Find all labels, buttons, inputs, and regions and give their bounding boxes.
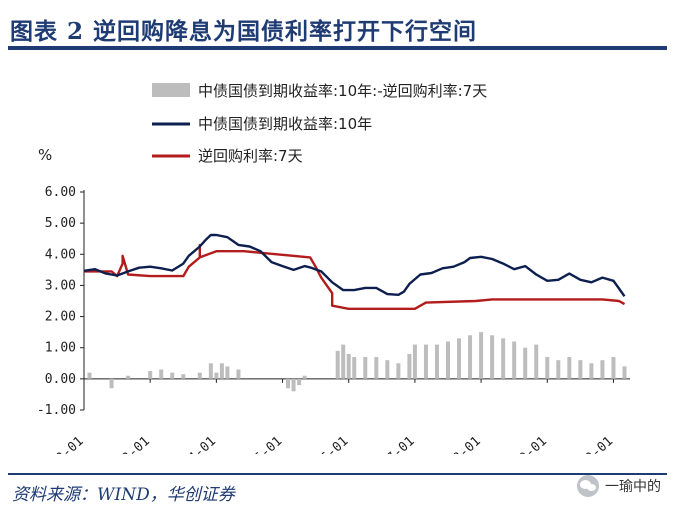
spread-bar-41 bbox=[578, 360, 583, 379]
page-title: 图表 2 逆回购降息为国债利率打开下行空间 bbox=[10, 18, 478, 45]
watermark-label: 一瑜中的 bbox=[605, 479, 661, 495]
y-tick-label-0: 6.00 bbox=[45, 185, 76, 200]
spread-bar-44 bbox=[611, 357, 616, 379]
spread-bar-33 bbox=[490, 335, 495, 379]
y-tick-label-5: 1.00 bbox=[45, 341, 76, 356]
y-tick-label-1: 5.00 bbox=[45, 216, 76, 231]
plot-area: 6.00 5.00 4.00 3.00 2.00 1.00 0.00 -1.00 2012-01… bbox=[36, 185, 630, 454]
x-tick-label-7: 2019-01 bbox=[499, 434, 550, 454]
watermark: 一瑜中的 bbox=[577, 475, 661, 497]
spread-bar-37 bbox=[534, 344, 539, 379]
series-line-bond-10y bbox=[83, 233, 626, 297]
x-tick-label-5: 2017-01 bbox=[367, 434, 418, 454]
spread-bar-29 bbox=[446, 341, 450, 379]
spread-bar-45 bbox=[622, 366, 627, 379]
spread-bar-21 bbox=[363, 357, 368, 379]
x-tick-label-0: 2012-01 bbox=[36, 434, 87, 454]
spread-bar-19 bbox=[346, 353, 351, 379]
x-tick-label-4: 2016-01 bbox=[301, 434, 352, 454]
spread-bar-5 bbox=[170, 372, 175, 379]
spread-bar-17 bbox=[335, 350, 340, 379]
spread-bar-15 bbox=[297, 378, 302, 386]
y-tick-label-6: 0.00 bbox=[45, 372, 76, 387]
spread-bar-25 bbox=[407, 353, 412, 379]
y-axis-unit: % bbox=[38, 146, 52, 164]
series-line-reverse-repo-7d bbox=[84, 243, 626, 311]
spread-bar-13 bbox=[286, 378, 291, 389]
spread-bar-2 bbox=[126, 375, 131, 379]
spread-bar-6 bbox=[181, 374, 186, 379]
spread-bar-16 bbox=[302, 375, 307, 379]
footer-divider bbox=[8, 473, 667, 475]
x-tick-label-8: 2020-01 bbox=[565, 434, 616, 454]
spread-bar-11 bbox=[225, 366, 230, 379]
chart: 中债国债到期收益率:10年:-逆回购利率:7天 中债国债到期收益率:10年 逆回… bbox=[36, 82, 630, 454]
spread-bar-43 bbox=[600, 360, 605, 379]
legend: 中债国债到期收益率:10年:-逆回购利率:7天 中债国债到期收益率:10年 逆回… bbox=[152, 82, 487, 165]
spread-bar-0 bbox=[87, 372, 92, 379]
spread-bar-12 bbox=[236, 369, 241, 379]
spread-bar-1 bbox=[109, 378, 114, 389]
spread-bar-27 bbox=[423, 344, 428, 379]
x-tick-label-3: 2015-01 bbox=[234, 434, 285, 454]
spread-bar-30 bbox=[457, 338, 462, 379]
legend-swatch-spread bbox=[152, 83, 190, 97]
title-bar: 图表 2 逆回购降息为国债利率打开下行空间 bbox=[8, 6, 667, 50]
spread-bar-35 bbox=[512, 341, 517, 379]
spread-bar-3 bbox=[148, 371, 153, 379]
spread-bar-31 bbox=[468, 335, 473, 379]
spread-bar-34 bbox=[501, 338, 506, 379]
source-note: 资料来源：WIND，华创证券 bbox=[12, 485, 235, 505]
spread-bar-8 bbox=[208, 363, 213, 379]
y-tick-label-3: 3.00 bbox=[45, 278, 76, 293]
legend-label-spread: 中债国债到期收益率:10年:-逆回购利率:7天 bbox=[198, 82, 487, 100]
spread-bar-40 bbox=[567, 357, 572, 379]
spread-bar-24 bbox=[396, 363, 401, 379]
y-tick-label-7: -1.00 bbox=[37, 403, 76, 418]
y-tick-label-4: 2.00 bbox=[45, 310, 76, 325]
spread-bar-20 bbox=[352, 357, 357, 379]
x-tick-label-1: 2013-01 bbox=[102, 434, 153, 454]
spread-bar-39 bbox=[556, 360, 561, 379]
spread-bar-42 bbox=[589, 363, 594, 379]
spread-bar-14 bbox=[291, 378, 296, 392]
spread-bar-32 bbox=[479, 332, 484, 379]
legend-label-bond10y: 中债国债到期收益率:10年 bbox=[198, 115, 372, 133]
spread-bar-23 bbox=[385, 360, 390, 379]
spread-bar-36 bbox=[523, 347, 528, 379]
legend-label-reverse-repo: 逆回购利率:7天 bbox=[198, 147, 303, 165]
spread-bar-28 bbox=[434, 344, 439, 379]
x-tick-label-6: 2018-01 bbox=[433, 434, 484, 454]
wechat-icon bbox=[577, 475, 599, 497]
spread-bar-26 bbox=[412, 344, 417, 379]
x-tick-label-2: 2014-01 bbox=[168, 434, 219, 454]
spread-bar-18 bbox=[341, 344, 346, 379]
spread-bar-4 bbox=[159, 369, 164, 379]
spread-bar-10 bbox=[219, 363, 224, 379]
spread-bar-9 bbox=[214, 372, 219, 379]
spread-bar-38 bbox=[545, 357, 550, 379]
y-tick-label-2: 4.00 bbox=[45, 247, 76, 262]
spread-bar-22 bbox=[374, 357, 379, 379]
spread-bar-7 bbox=[197, 372, 202, 379]
